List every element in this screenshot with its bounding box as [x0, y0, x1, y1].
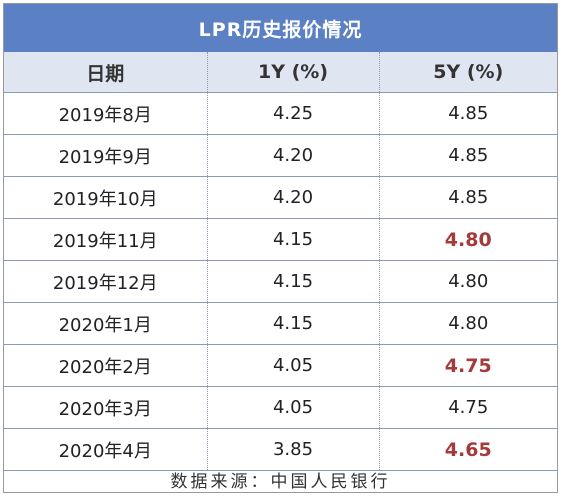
cell-5y-rate: 4.80 — [378, 260, 557, 303]
lpr-table-frame: LPR历史报价情况 日期 1Y (%) 5Y (%) 2019年8月 4.25 4.… — [3, 3, 558, 493]
cell-5y-rate: 4.75 — [378, 386, 557, 429]
cell-1y-rate: 4.15 — [206, 260, 379, 303]
cell-1y-rate: 4.20 — [206, 134, 379, 177]
cell-1y-rate: 4.15 — [206, 218, 379, 261]
cell-date: 2020年4月 — [4, 428, 207, 471]
cell-date: 2020年1月 — [4, 302, 207, 345]
table-row: 2020年4月 3.85 4.65 — [4, 428, 557, 471]
table-row: 2019年9月 4.20 4.85 — [4, 134, 557, 177]
cell-1y-rate: 4.05 — [206, 386, 379, 429]
cell-1y-rate: 4.05 — [206, 344, 379, 387]
cell-1y-rate: 4.25 — [206, 92, 379, 135]
cell-date: 2019年9月 — [4, 134, 207, 177]
cell-1y-rate: 4.20 — [206, 176, 379, 219]
data-source-note: 数据来源：中国人民银行 — [170, 472, 391, 492]
cell-5y-rate: 4.85 — [378, 176, 557, 219]
cell-5y-rate: 4.65 — [378, 428, 557, 471]
header-row: 日期 1Y (%) 5Y (%) — [4, 52, 557, 93]
header-5y: 5Y (%) — [378, 52, 557, 93]
cell-date: 2019年11月 — [4, 218, 207, 261]
cell-5y-rate: 4.80 — [378, 302, 557, 345]
cell-5y-rate: 4.80 — [378, 218, 557, 261]
cell-1y-rate: 4.15 — [206, 302, 379, 345]
table-row: 2020年3月 4.05 4.75 — [4, 386, 557, 429]
header-date: 日期 — [4, 52, 207, 93]
lpr-table: 日期 1Y (%) 5Y (%) 2019年8月 4.25 4.85 2019年9月 4… — [4, 52, 557, 471]
cell-1y-rate: 3.85 — [206, 428, 379, 471]
cell-date: 2020年3月 — [4, 386, 207, 429]
table-row: 2019年8月 4.25 4.85 — [4, 92, 557, 135]
table-row: 2019年10月 4.20 4.85 — [4, 176, 557, 219]
header-1y: 1Y (%) — [206, 52, 379, 93]
table-row: 2019年11月 4.15 4.80 — [4, 218, 557, 261]
table-title: LPR历史报价情况 — [4, 4, 557, 52]
cell-date: 2019年8月 — [4, 92, 207, 135]
cell-date: 2019年10月 — [4, 176, 207, 219]
cell-date: 2019年12月 — [4, 260, 207, 303]
table-body: 2019年8月 4.25 4.85 2019年9月 4.20 4.85 2019年10月 4.… — [4, 92, 557, 471]
cell-date: 2020年2月 — [4, 344, 207, 387]
table-row: 2019年12月 4.15 4.80 — [4, 260, 557, 303]
cell-5y-rate: 4.85 — [378, 92, 557, 135]
table-row: 2020年2月 4.05 4.75 — [4, 344, 557, 387]
table-row: 2020年1月 4.15 4.80 — [4, 302, 557, 345]
cell-5y-rate: 4.75 — [378, 344, 557, 387]
cell-5y-rate: 4.85 — [378, 134, 557, 177]
